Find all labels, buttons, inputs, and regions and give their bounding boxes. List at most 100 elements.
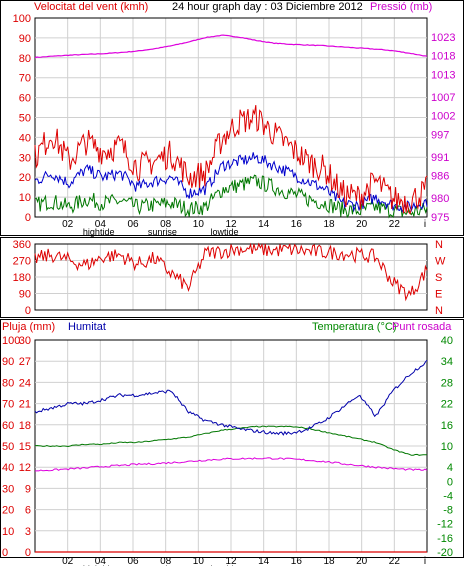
humidity-y-tick-label: 10 xyxy=(2,526,14,538)
direction-y-tick-label: 180 xyxy=(13,272,31,284)
wind-y-tick-label: 90 xyxy=(19,33,31,45)
temperature-axis-title: Temperatura (°C) xyxy=(312,321,396,333)
temperature-y-tick-label: 16 xyxy=(441,420,453,432)
pressure-line xyxy=(34,34,428,59)
time-event-label: lowtide xyxy=(210,564,238,566)
wind-y-tick-label: 40 xyxy=(19,132,31,144)
wind-y-tick-label: 30 xyxy=(19,152,31,164)
humidity-axis-title: Humitat xyxy=(68,321,106,333)
pressure-y-tick-label: 986 xyxy=(431,171,449,183)
hour-tick-label: 22 xyxy=(389,556,401,566)
rain-y-tick-label: 6 xyxy=(25,505,31,517)
pressure-y-tick-label: 1023 xyxy=(431,32,455,44)
humidity-line xyxy=(34,359,428,436)
pressure-y-tick-label: 1007 xyxy=(431,92,455,104)
humidity-y-tick-label: 30 xyxy=(2,483,14,495)
wind-y-tick-label: 0 xyxy=(25,212,31,224)
temperature-y-tick-label: 10 xyxy=(441,441,453,453)
direction-y-tick-label: 270 xyxy=(13,256,31,268)
direction-compass-label: E xyxy=(435,289,442,301)
wind-low-line xyxy=(34,174,428,219)
hour-tick-label: i xyxy=(424,219,426,230)
temperature-y-tick-label: 40 xyxy=(441,335,453,347)
humidity-y-tick-label: 40 xyxy=(2,462,14,474)
humidity-y-tick-label: 100 xyxy=(2,335,20,347)
hour-tick-label: 04 xyxy=(95,219,107,230)
hour-tick-label: 02 xyxy=(62,556,74,566)
wind-y-tick-label: 100 xyxy=(13,13,31,25)
humidity-y-tick-label: 0 xyxy=(2,547,8,559)
hour-tick-label: i xyxy=(424,556,426,566)
hour-tick-label: 20 xyxy=(356,556,368,566)
temperature-y-tick-label: -20 xyxy=(437,547,453,559)
wind-y-tick-label: 70 xyxy=(19,73,31,85)
time-event-label: sunrise xyxy=(148,564,177,566)
rain-y-tick-label: 3 xyxy=(25,526,31,538)
temperature-y-tick-label: 34 xyxy=(441,356,453,368)
hour-tick-label: 14 xyxy=(258,556,270,566)
humidity-y-tick-label: 60 xyxy=(2,420,14,432)
time-event-label: hightide xyxy=(83,564,115,566)
humidity-y-tick-label: 50 xyxy=(2,441,14,453)
wind-direction-line xyxy=(34,242,428,302)
direction-y-tick-label: 360 xyxy=(13,239,31,251)
wind-y-tick-label: 60 xyxy=(19,93,31,105)
panel-wind-border xyxy=(0,0,464,236)
wind-y-tick-label: 80 xyxy=(19,53,31,65)
grid-lines xyxy=(34,17,428,553)
wind-axis-title: Velocitat del vent (kmh) xyxy=(34,1,148,13)
hour-tick-label: 18 xyxy=(323,556,335,566)
rain-axis-title: Pluja (mm) xyxy=(2,321,55,333)
hour-tick-label: 12 xyxy=(225,219,237,230)
hour-tick-label: 08 xyxy=(160,219,172,230)
pressure-axis-title: Pressió (mb) xyxy=(370,1,432,13)
wind-gust-line xyxy=(34,105,428,215)
direction-compass-label: S xyxy=(435,272,442,284)
humidity-y-tick-label: 20 xyxy=(2,505,14,517)
hour-tick-label: 06 xyxy=(127,219,139,230)
temperature-y-tick-label: 28 xyxy=(441,377,453,389)
panel-climate-border xyxy=(0,319,464,558)
temperature-y-tick-label: -16 xyxy=(437,533,453,545)
temperature-line xyxy=(34,425,428,456)
panel-direction-border xyxy=(0,237,464,318)
hour-tick-label: 16 xyxy=(291,556,303,566)
rain-y-tick-label: 9 xyxy=(25,483,31,495)
hour-tick-label: 12 xyxy=(225,556,237,566)
rain-y-tick-label: 12 xyxy=(19,462,31,474)
humidity-y-tick-label: 70 xyxy=(2,399,14,411)
temperature-y-tick-label: -8 xyxy=(443,505,453,517)
humidity-y-tick-label: 90 xyxy=(2,356,14,368)
rain-y-tick-label: 30 xyxy=(19,335,31,347)
hour-tick-label: 22 xyxy=(389,219,401,230)
hour-tick-label: 06 xyxy=(127,556,139,566)
time-event-label: lowtide xyxy=(210,227,238,237)
time-event-label: sunrise xyxy=(148,227,177,237)
temperature-y-tick-label: 0 xyxy=(447,476,453,488)
wind-y-tick-label: 20 xyxy=(19,172,31,184)
temperature-y-tick-label: 22 xyxy=(441,399,453,411)
chart-main-title: 24 hour graph day : 03 Diciembre 2012 xyxy=(172,1,363,13)
data-series xyxy=(34,34,428,553)
hour-tick-label: 18 xyxy=(323,219,335,230)
rain-y-tick-label: 0 xyxy=(25,547,31,559)
hour-tick-label: 16 xyxy=(291,219,303,230)
temperature-y-tick-label: -12 xyxy=(437,519,453,531)
dewpoint-axis-title: Punt rosada xyxy=(392,321,452,333)
direction-y-tick-label: 0 xyxy=(25,305,31,317)
hour-tick-label: 10 xyxy=(193,556,205,566)
rain-y-tick-label: 18 xyxy=(19,420,31,432)
pressure-y-tick-label: 975 xyxy=(431,212,449,224)
direction-compass-label: N xyxy=(435,239,443,251)
wind-y-tick-label: 10 xyxy=(19,192,31,204)
direction-compass-label: W xyxy=(435,256,446,268)
pressure-y-tick-label: 1002 xyxy=(431,111,455,123)
hour-tick-label: 02 xyxy=(62,219,74,230)
direction-y-tick-label: 90 xyxy=(19,289,31,301)
direction-compass-label: N xyxy=(435,305,443,317)
time-event-label: hightide xyxy=(83,227,115,237)
pressure-y-tick-label: 997 xyxy=(431,129,449,141)
